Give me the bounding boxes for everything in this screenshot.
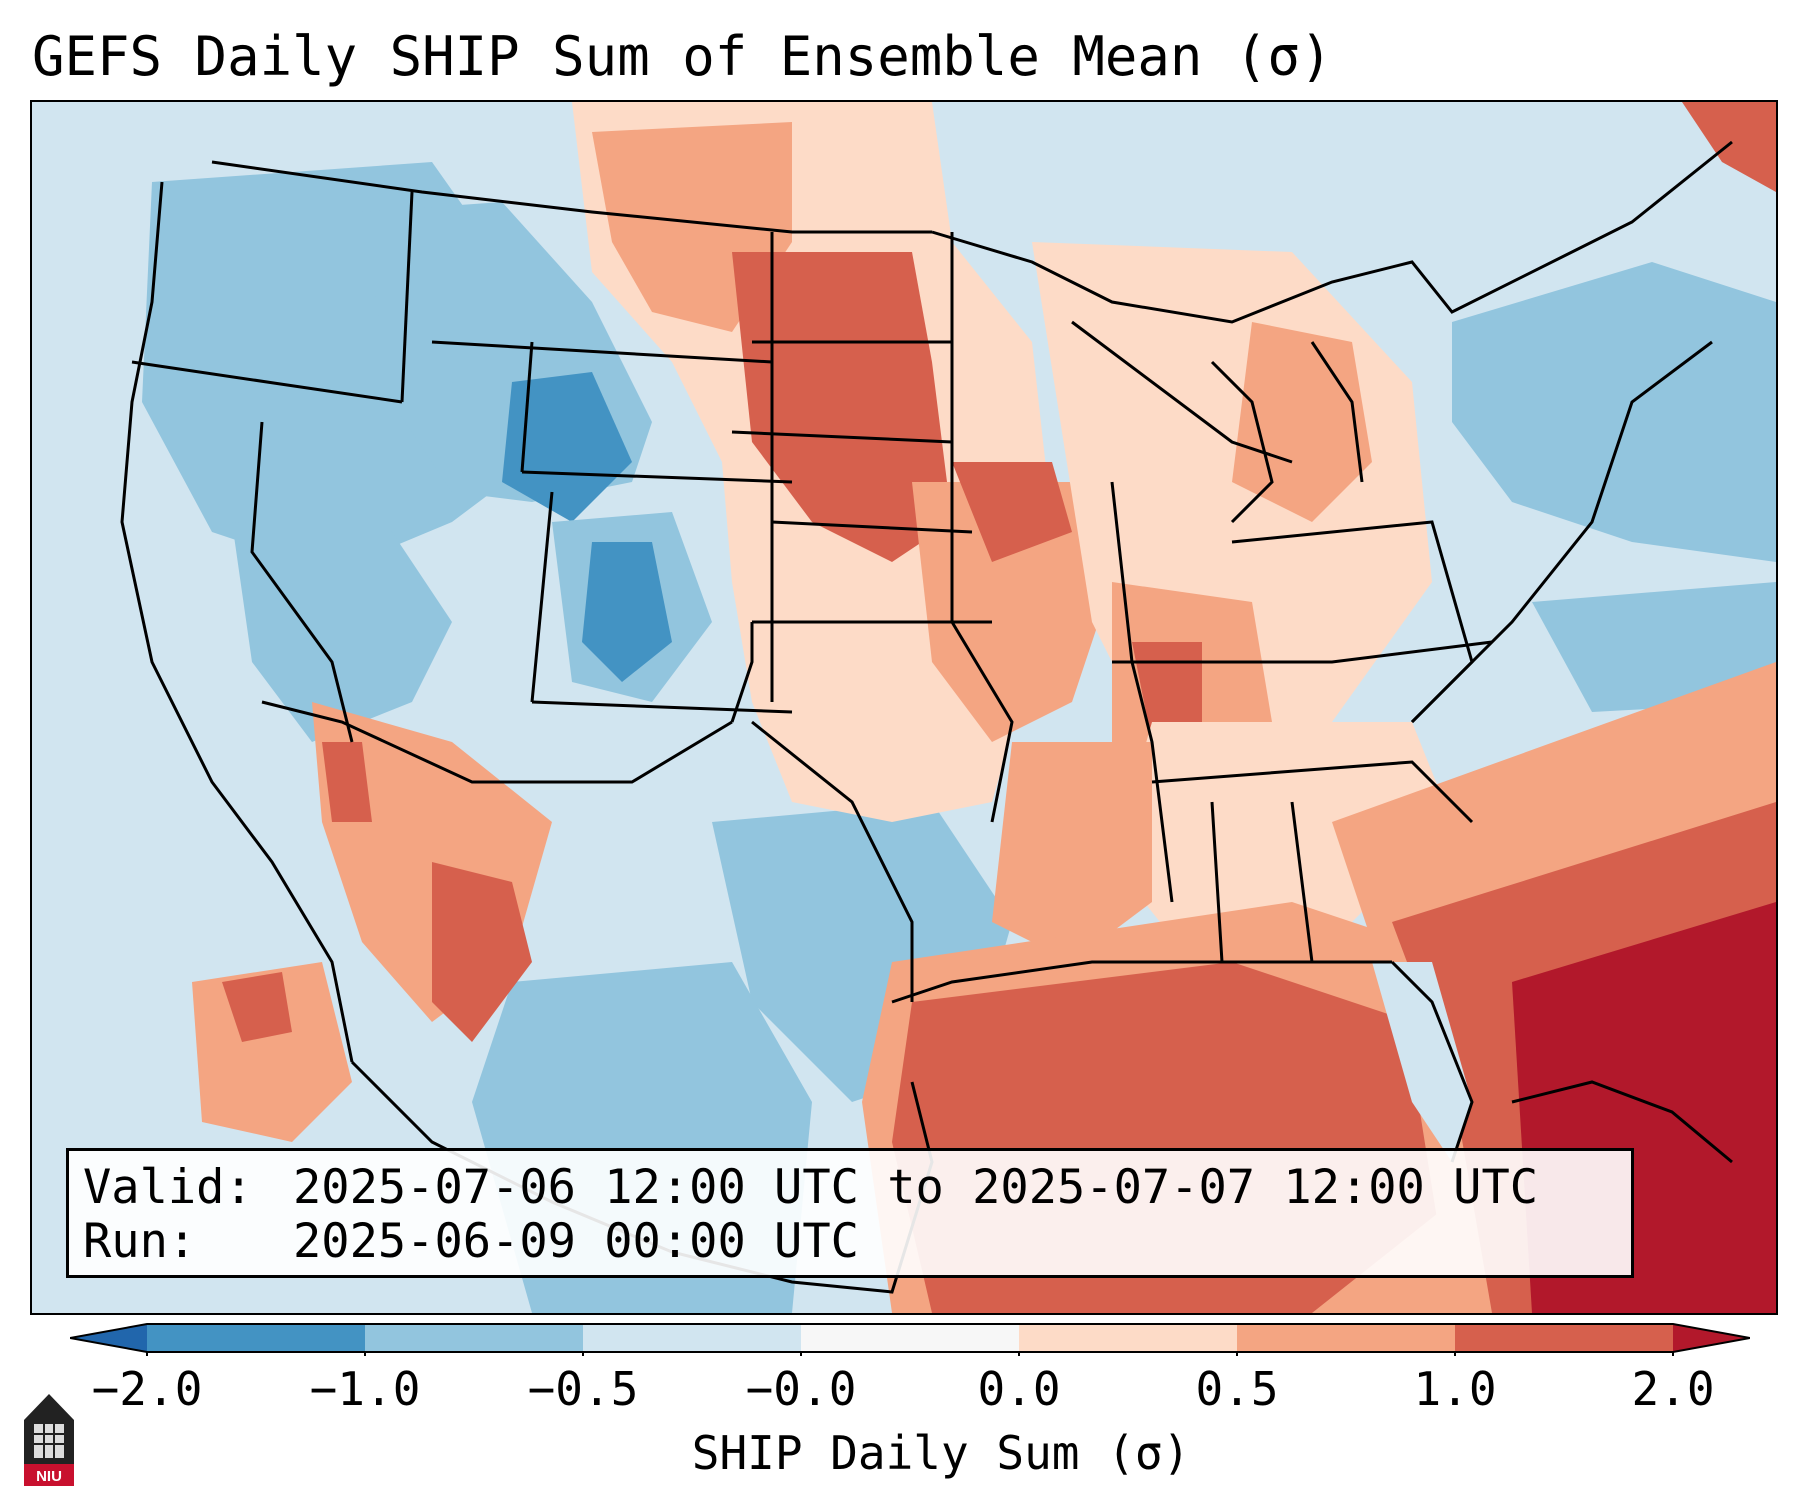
valid-label: Valid:	[83, 1160, 253, 1215]
wyoming-strong-negative	[502, 372, 632, 522]
logo-banner	[24, 1464, 74, 1486]
colorbar-tick-label: −1.0	[309, 1362, 421, 1416]
valid-run-info-box: Valid: 2025-07-06 12:00 UTC to 2025-07-07…	[66, 1148, 1634, 1278]
michigan-positive	[1232, 322, 1372, 522]
colorado-south-border	[531, 700, 793, 714]
illinois-strong-positive	[1132, 642, 1202, 742]
kansas-north-border	[771, 520, 973, 534]
carolinas-line	[1151, 760, 1474, 824]
maritimes-positive	[1682, 102, 1776, 192]
colorbar-tick-label: 0.0	[977, 1362, 1061, 1416]
iowa-missouri-positive	[912, 482, 1112, 742]
logo-text: NIU	[36, 1468, 62, 1485]
nevada-border	[250, 421, 354, 743]
colorbar-tick-label: 1.0	[1413, 1362, 1497, 1416]
dakotas-strong-positive	[732, 252, 952, 562]
colorbar-bins	[147, 1324, 1674, 1352]
run-value: 2025-06-09 00:00 UTC	[293, 1214, 859, 1269]
california-strong-positive	[322, 742, 372, 822]
run-row: Run: 2025-06-09 00:00 UTC	[83, 1215, 1617, 1269]
florida-peninsula	[1372, 962, 1472, 1162]
gulf-coast-line	[891, 960, 1392, 1004]
cuba-outline	[1511, 1080, 1733, 1164]
mississippi-river-line	[1110, 481, 1174, 903]
wyoming-north-border	[431, 340, 773, 364]
mexico-border-west	[261, 700, 733, 784]
atlantic-coast-line	[1410, 340, 1713, 724]
nebraska-north-border	[731, 430, 953, 444]
chart-title: GEFS Daily SHIP Sum of Ensemble Mean (σ)	[32, 25, 1333, 88]
colorbar-bin	[1019, 1324, 1238, 1352]
niu-logo: NIU	[24, 1394, 74, 1486]
logo-window	[34, 1424, 64, 1458]
canada-border-west	[211, 160, 932, 234]
baja-strong-positive	[222, 972, 292, 1042]
colorado-strong-negative	[582, 542, 672, 682]
oregon-north-border	[131, 360, 403, 404]
colorbar-tick-label: −0.5	[527, 1362, 639, 1416]
gulf-states-lines	[1210, 801, 1314, 963]
map-svg	[32, 102, 1776, 1313]
wyoming-west-border	[520, 341, 534, 473]
kentucky-tennessee-line	[1112, 640, 1493, 664]
canada-border-east	[931, 140, 1733, 324]
colorbar-bin	[365, 1324, 584, 1352]
colorbar-bin	[147, 1324, 366, 1352]
valid-value: 2025-07-06 12:00 UTC to 2025-07-07 12:00…	[293, 1160, 1539, 1215]
map-panel	[30, 100, 1778, 1315]
sierra-madre-positive	[432, 862, 532, 1042]
colorbar-bin	[1237, 1324, 1456, 1352]
upper-midwest-line	[1071, 320, 1293, 464]
valid-row: Valid: 2025-07-06 12:00 UTC to 2025-07-07…	[83, 1161, 1617, 1215]
run-label: Run:	[83, 1214, 197, 1269]
florida-coast-line	[1390, 960, 1474, 1163]
west-coast-line	[120, 181, 354, 1063]
atlantic-negative	[1532, 582, 1776, 712]
arkansas-positive	[992, 742, 1152, 962]
colorbar	[70, 1323, 1750, 1356]
iowa-strong-positive	[952, 462, 1072, 562]
missouri-river-line	[950, 232, 1014, 823]
colorbar-bin	[801, 1324, 1020, 1352]
colorbar-over-arrow	[1673, 1324, 1750, 1352]
texas-border	[730, 622, 914, 1002]
colorbar-tick-label: 0.5	[1195, 1362, 1279, 1416]
northeast-anomaly	[1452, 262, 1776, 562]
great-basin-anomaly	[232, 522, 452, 742]
colorbar-tick-label: 2.0	[1631, 1362, 1715, 1416]
colorbar-under-arrow	[70, 1324, 147, 1352]
colorbar-bin	[583, 1324, 802, 1352]
colorado-west-border	[530, 491, 554, 703]
colorbar-tick-label: −0.0	[745, 1362, 857, 1416]
idaho-west-border	[400, 191, 414, 403]
great-lakes-outline	[1210, 341, 1364, 524]
colorbar-bin	[1455, 1324, 1674, 1352]
colorado-north-border	[521, 470, 793, 484]
logo-window-grid	[34, 1424, 64, 1458]
colorbar-tick-label: −2.0	[91, 1362, 203, 1416]
colorbar-label: SHIP Daily Sum (σ)	[691, 1426, 1191, 1480]
